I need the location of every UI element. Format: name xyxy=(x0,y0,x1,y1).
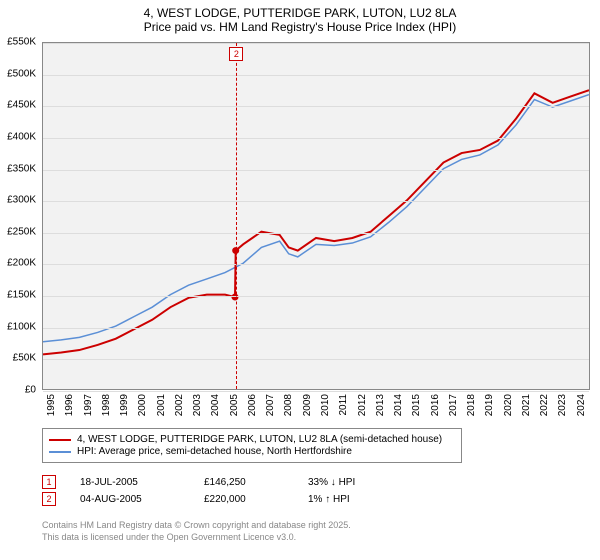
x-tick-label: 1996 xyxy=(64,394,75,416)
legend-label: 4, WEST LODGE, PUTTERIDGE PARK, LUTON, L… xyxy=(77,434,442,445)
gridline-h xyxy=(43,233,589,234)
marker-price: £220,000 xyxy=(204,494,284,505)
y-tick-label: £550K xyxy=(0,37,40,48)
x-tick-label: 2006 xyxy=(247,394,258,416)
x-tick-label: 2012 xyxy=(357,394,368,416)
title-line2: Price paid vs. HM Land Registry's House … xyxy=(0,20,600,34)
title-block: 4, WEST LODGE, PUTTERIDGE PARK, LUTON, L… xyxy=(0,0,600,36)
x-tick-label: 1997 xyxy=(83,394,94,416)
x-tick-label: 2005 xyxy=(229,394,240,416)
gridline-h xyxy=(43,328,589,329)
event-badge: 2 xyxy=(229,47,243,61)
legend-label: HPI: Average price, semi-detached house,… xyxy=(77,446,352,457)
y-tick-label: £150K xyxy=(0,290,40,301)
gridline-h xyxy=(43,264,589,265)
x-tick-label: 2021 xyxy=(521,394,532,416)
chart-svg xyxy=(43,43,589,389)
x-tick-label: 2024 xyxy=(576,394,587,416)
legend-row: HPI: Average price, semi-detached house,… xyxy=(49,446,455,457)
marker-delta: 33% ↓ HPI xyxy=(308,477,355,488)
gridline-h xyxy=(43,170,589,171)
markers-list: 1 18-JUL-2005 £146,250 33% ↓ HPI 2 04-AUG-200… xyxy=(42,472,355,509)
gridline-h xyxy=(43,75,589,76)
title-line1: 4, WEST LODGE, PUTTERIDGE PARK, LUTON, L… xyxy=(0,6,600,20)
x-tick-label: 2022 xyxy=(539,394,550,416)
legend: 4, WEST LODGE, PUTTERIDGE PARK, LUTON, L… xyxy=(42,428,462,463)
chart-plot-area: 2 xyxy=(42,42,590,390)
marker-delta: 1% ↑ HPI xyxy=(308,494,350,505)
x-tick-label: 2013 xyxy=(375,394,386,416)
y-tick-label: £0 xyxy=(0,385,40,396)
chart-container: 4, WEST LODGE, PUTTERIDGE PARK, LUTON, L… xyxy=(0,0,600,560)
x-tick-label: 2015 xyxy=(411,394,422,416)
x-tick-label: 1995 xyxy=(46,394,57,416)
x-tick-label: 2004 xyxy=(210,394,221,416)
x-tick-label: 2011 xyxy=(338,394,349,416)
gridline-h xyxy=(43,43,589,44)
marker-row: 2 04-AUG-2005 £220,000 1% ↑ HPI xyxy=(42,492,355,506)
marker-badge: 2 xyxy=(42,492,56,506)
x-tick-label: 1998 xyxy=(101,394,112,416)
x-tick-label: 2008 xyxy=(283,394,294,416)
footer-attribution: Contains HM Land Registry data © Crown c… xyxy=(42,520,351,543)
x-tick-label: 2009 xyxy=(302,394,313,416)
x-tick-label: 2000 xyxy=(137,394,148,416)
marker-row: 1 18-JUL-2005 £146,250 33% ↓ HPI xyxy=(42,475,355,489)
x-tick-label: 2002 xyxy=(174,394,185,416)
series-line xyxy=(43,90,589,354)
marker-date: 18-JUL-2005 xyxy=(80,477,180,488)
x-tick-label: 2001 xyxy=(156,394,167,416)
legend-swatch xyxy=(49,451,71,453)
x-tick-label: 2007 xyxy=(265,394,276,416)
y-tick-label: £350K xyxy=(0,163,40,174)
x-tick-label: 2014 xyxy=(393,394,404,416)
x-tick-label: 1999 xyxy=(119,394,130,416)
x-tick-label: 2019 xyxy=(484,394,495,416)
marker-price: £146,250 xyxy=(204,477,284,488)
y-tick-label: £250K xyxy=(0,226,40,237)
y-tick-label: £500K xyxy=(0,68,40,79)
x-tick-label: 2017 xyxy=(448,394,459,416)
gridline-h xyxy=(43,138,589,139)
footer-line1: Contains HM Land Registry data © Crown c… xyxy=(42,520,351,532)
series-line xyxy=(43,95,589,342)
x-tick-label: 2023 xyxy=(557,394,568,416)
legend-swatch xyxy=(49,439,71,441)
gridline-h xyxy=(43,106,589,107)
x-tick-label: 2020 xyxy=(503,394,514,416)
marker-badge: 1 xyxy=(42,475,56,489)
y-tick-label: £300K xyxy=(0,195,40,206)
legend-row: 4, WEST LODGE, PUTTERIDGE PARK, LUTON, L… xyxy=(49,434,455,445)
event-vline xyxy=(236,43,237,389)
gridline-h xyxy=(43,296,589,297)
y-tick-label: £50K xyxy=(0,353,40,364)
x-tick-label: 2003 xyxy=(192,394,203,416)
x-tick-label: 2016 xyxy=(430,394,441,416)
x-tick-label: 2018 xyxy=(466,394,477,416)
y-tick-label: £450K xyxy=(0,100,40,111)
gridline-h xyxy=(43,391,589,392)
gridline-h xyxy=(43,201,589,202)
x-tick-label: 2010 xyxy=(320,394,331,416)
gridline-h xyxy=(43,359,589,360)
y-tick-label: £200K xyxy=(0,258,40,269)
y-tick-label: £100K xyxy=(0,321,40,332)
y-tick-label: £400K xyxy=(0,131,40,142)
marker-date: 04-AUG-2005 xyxy=(80,494,180,505)
footer-line2: This data is licensed under the Open Gov… xyxy=(42,532,351,544)
